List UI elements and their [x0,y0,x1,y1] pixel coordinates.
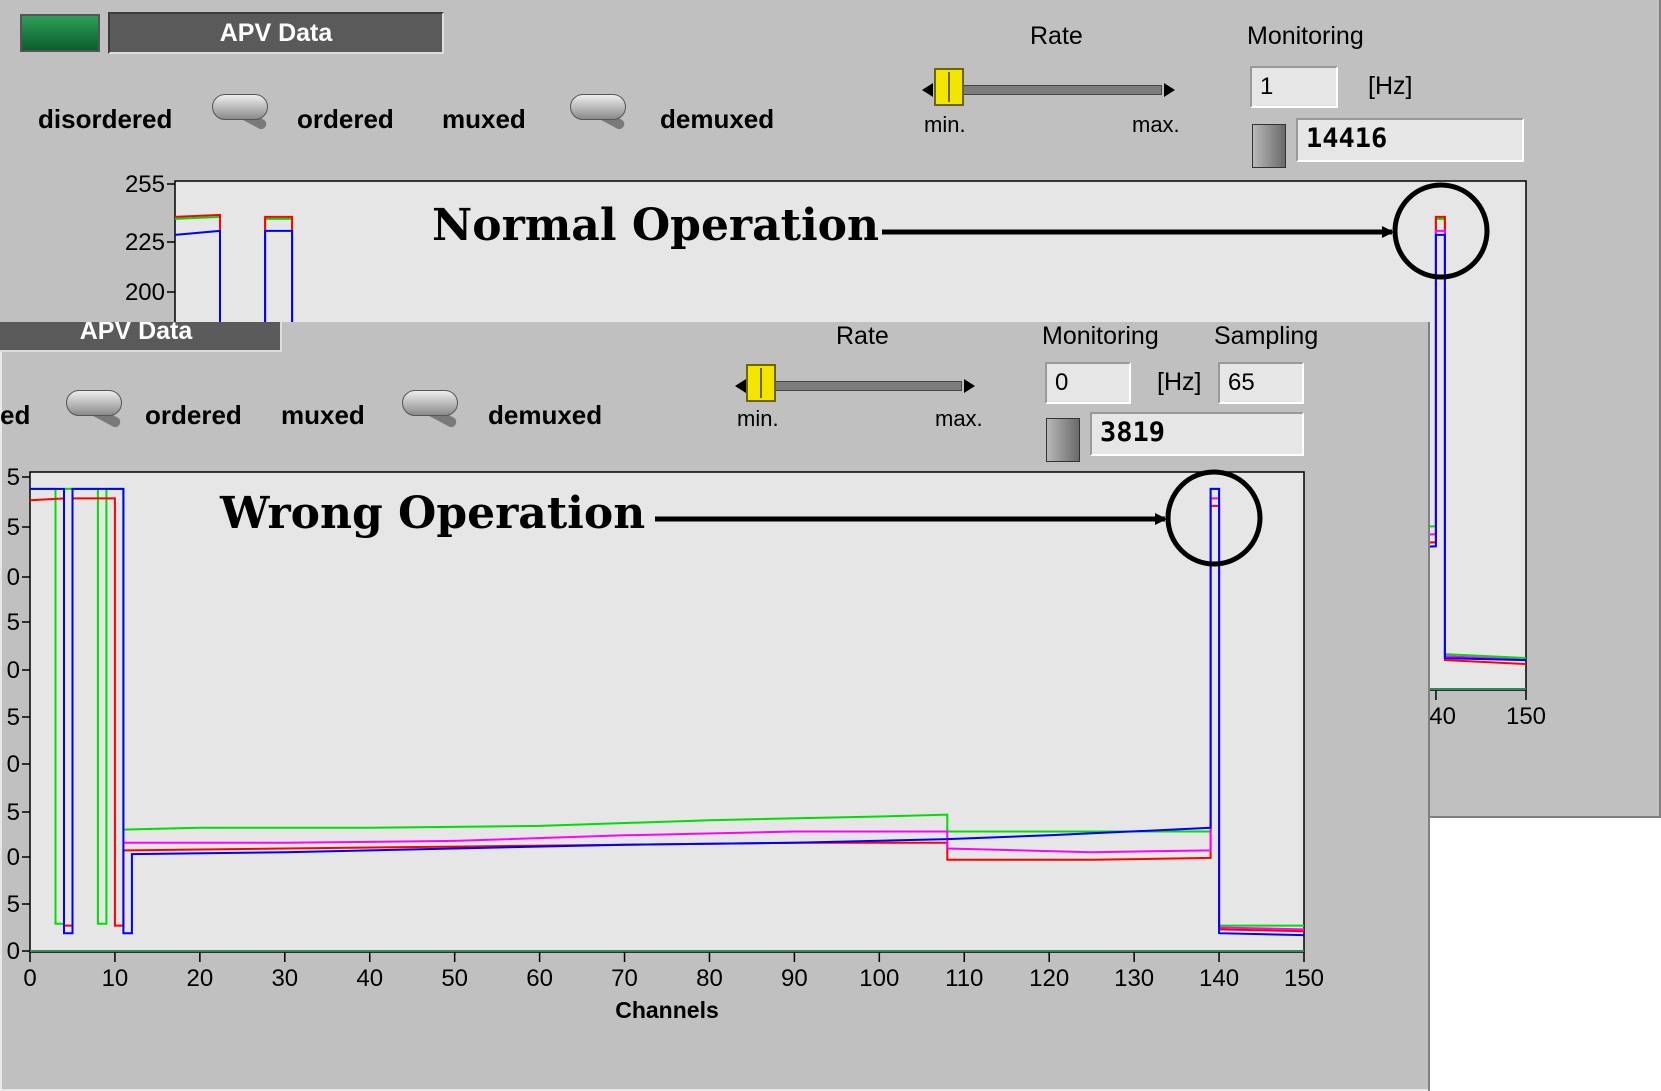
rate-max-label: max. [1132,112,1180,137]
ordered-toggle[interactable] [212,94,268,120]
slider-left-arrow-icon[interactable] [922,83,933,97]
ordered-toggle[interactable] [66,390,122,416]
wrong-highlight-circle [1165,469,1263,567]
monitoring-label: Monitoring [1042,322,1159,350]
wrong-operation-annotation: Wrong Operation [220,488,646,539]
rate-max-label: max. [935,406,983,431]
slider-left-arrow-icon[interactable] [735,379,746,393]
toggle2-left-label: muxed [281,400,365,430]
x-tick-label: 100 [859,965,899,992]
y-tick-label: 0 [7,844,20,871]
x-tick-label: 110 [945,965,983,992]
sampling-input[interactable]: 65 [1218,362,1304,404]
front-chart: 0 10 20 30 40 50 60 70 80 90 100 110 120 130 140 150550… [7,464,1324,1023]
y-tick-label: 0 [7,564,20,591]
y-tick-label: 5 [7,514,20,541]
y-tick-label: 255 [125,171,165,198]
y-tick-label: 5 [7,704,20,731]
x-tick-label: 150 [1284,965,1324,992]
hz-unit-label: [Hz] [1368,72,1413,100]
event-counter: 14416 [1296,118,1524,162]
y-tick-label: 0 [7,938,20,965]
x-axis-label: Channels [615,997,719,1023]
rate-label: Rate [836,322,889,350]
y-tick-label: 5 [7,799,20,826]
x-tick-label: 70 [611,965,638,992]
toggle2-left-label: muxed [442,104,526,134]
normal-operation-annotation: Normal Operation [432,200,880,251]
toggle1-left-label: disordered [38,104,173,134]
normal-highlight-circle [1392,182,1490,280]
y-tick-label: 0 [7,751,20,778]
x-tick-label: 30 [271,965,298,992]
demuxed-toggle[interactable] [402,390,458,416]
panel-title: APV Data [108,12,444,54]
x-tick-label: 150 [1506,703,1546,730]
x-tick-label: 120 [1029,965,1069,992]
series-line-3 [30,487,1305,937]
monitoring-input[interactable]: 1 [1250,66,1338,108]
x-tick-label: 140 [1199,965,1239,992]
rate-min-label: min. [737,406,779,431]
rate-slider-thumb[interactable] [934,68,964,106]
y-tick-label: 200 [125,279,165,306]
x-tick-label: 50 [441,965,468,992]
panel-title: APV Data [0,322,282,352]
x-tick-label: 130 [1114,965,1154,992]
x-tick-label: 10 [102,965,129,992]
rate-min-label: min. [924,112,966,137]
rate-label: Rate [1030,22,1083,50]
counter-button[interactable] [1046,418,1080,462]
x-tick-label: 80 [696,965,723,992]
x-tick-label: 20 [187,965,214,992]
y-tick-label: 5 [7,464,20,491]
x-tick-label: 60 [526,965,553,992]
counter-button[interactable] [1252,124,1286,168]
x-tick-label: 90 [781,965,808,992]
slider-right-arrow-icon[interactable] [1164,83,1175,97]
toggle1-left-label: ed [0,400,31,430]
x-tick-label: 0 [23,965,36,992]
y-tick-label: 5 [7,609,20,636]
y-tick-label: 0 [7,657,20,684]
rate-slider-thumb[interactable] [746,364,776,402]
toggle2-right-label: demuxed [488,400,603,430]
sampling-label: Sampling [1214,322,1319,350]
y-tick-label: 225 [125,229,165,256]
demuxed-toggle[interactable] [570,94,626,120]
toggle2-right-label: demuxed [660,104,775,134]
event-counter: 3819 [1090,412,1304,456]
monitoring-input[interactable]: 0 [1045,362,1131,404]
toggle1-right-label: ordered [145,400,242,430]
front-panel: APV Data ed ordered muxed demuxed Rate m… [0,322,1430,1091]
status-led [20,14,100,52]
x-tick-label: 40 [356,965,383,992]
toggle1-right-label: ordered [297,104,394,134]
monitoring-label: Monitoring [1247,22,1364,50]
hz-unit-label: [Hz] [1157,368,1202,396]
plot-area [29,471,1305,953]
slider-right-arrow-icon[interactable] [964,379,975,393]
y-tick-label: 5 [7,891,20,918]
